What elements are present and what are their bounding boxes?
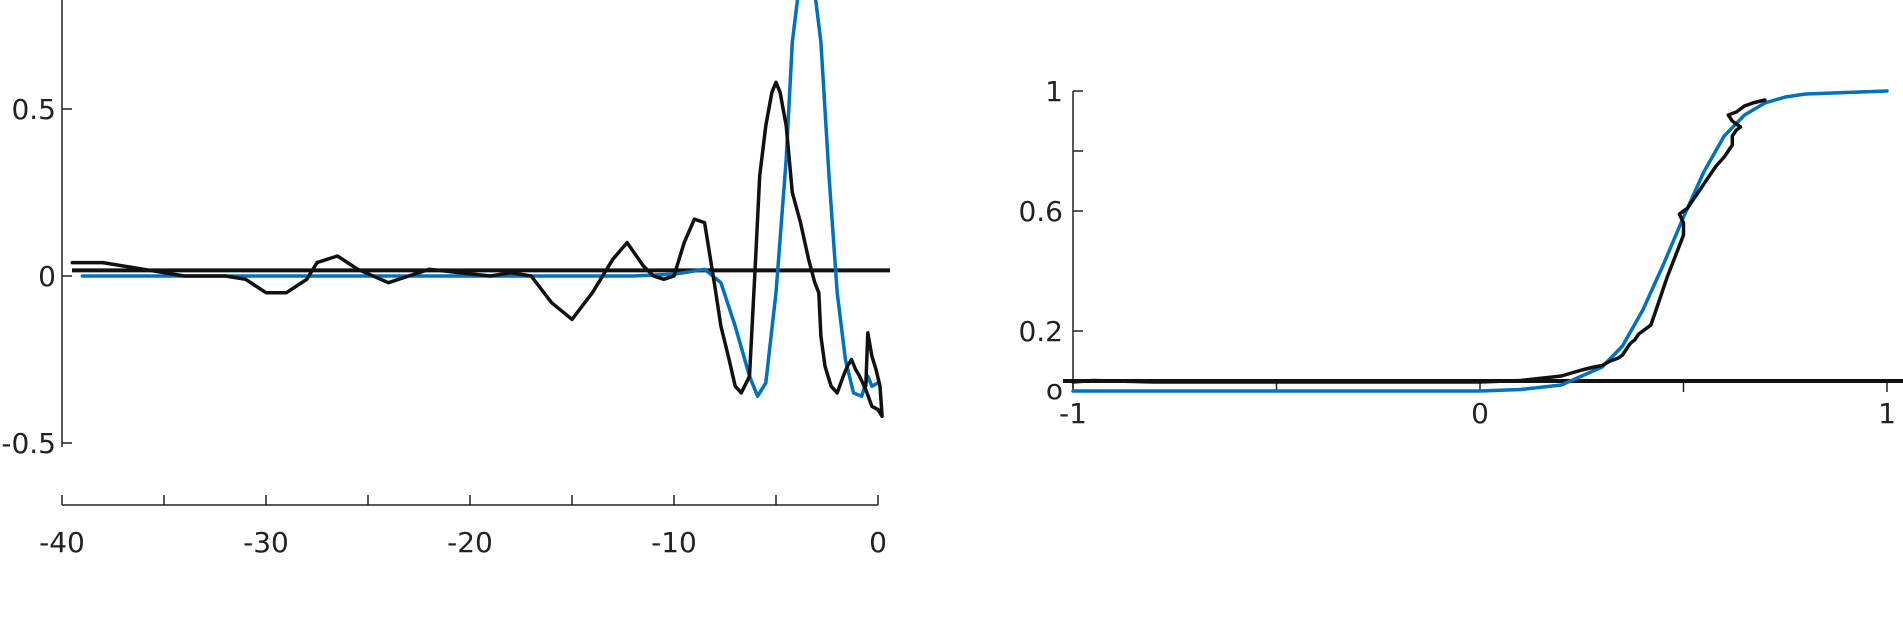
left-x-tick-label: -30	[243, 526, 289, 559]
right-x-tick-label: 1	[1878, 397, 1896, 430]
left-chart: -40 -30 -20 -10 0 0.5 0 -0.5	[1, 0, 890, 559]
left-x-tick-label: -20	[447, 526, 493, 559]
right-y-tick-label: o	[1046, 373, 1063, 406]
right-x-tick-label: 0	[1471, 397, 1489, 430]
left-series-black	[70, 80, 884, 419]
left-x-tick-label: 0	[869, 526, 887, 559]
right-y-tick-label: 1	[1045, 75, 1063, 108]
left-x-tick-label: -10	[651, 526, 697, 559]
right-x-tick-label: -1	[1059, 397, 1087, 430]
left-y-tick-label: 0.5	[11, 93, 56, 126]
left-y-tick-label: -0.5	[1, 427, 56, 460]
left-plot-area	[70, 0, 884, 419]
left-x-tick-label: -40	[39, 526, 85, 559]
right-series-black	[1071, 98, 1767, 384]
right-chart: -1 0 1 1 0.6 0.2 o	[1018, 75, 1903, 430]
right-series-blue	[1071, 89, 1889, 393]
left-y-tick-label: 0	[38, 260, 56, 293]
right-y-tick-label: 0.2	[1018, 315, 1063, 348]
right-y-tick-label: 0.6	[1018, 195, 1063, 228]
